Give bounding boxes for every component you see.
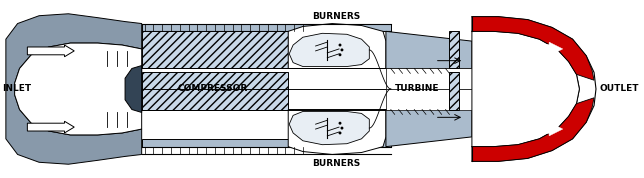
Circle shape <box>339 53 341 56</box>
Text: TURBINE: TURBINE <box>395 85 439 93</box>
Text: BURNERS: BURNERS <box>312 159 360 168</box>
Polygon shape <box>6 14 142 164</box>
Circle shape <box>339 132 341 134</box>
Text: INLET: INLET <box>2 85 31 93</box>
Bar <box>142 139 391 147</box>
Polygon shape <box>386 69 472 89</box>
FancyArrow shape <box>508 122 563 136</box>
Circle shape <box>339 122 341 125</box>
FancyArrow shape <box>27 121 74 133</box>
Polygon shape <box>289 109 386 155</box>
Polygon shape <box>125 66 142 112</box>
Bar <box>142 88 391 89</box>
Text: COMPRESSOR: COMPRESSOR <box>178 85 248 93</box>
Bar <box>450 31 459 69</box>
Polygon shape <box>386 31 472 69</box>
Polygon shape <box>472 98 594 161</box>
Circle shape <box>339 44 341 46</box>
Polygon shape <box>472 31 580 147</box>
Text: BURNERS: BURNERS <box>312 12 360 21</box>
Polygon shape <box>386 89 472 109</box>
FancyArrow shape <box>27 45 74 57</box>
Polygon shape <box>289 111 369 145</box>
Bar <box>142 31 289 69</box>
Bar <box>142 23 391 31</box>
Text: OUTLET: OUTLET <box>600 85 639 93</box>
Polygon shape <box>289 23 386 69</box>
Bar <box>142 72 289 109</box>
Polygon shape <box>472 17 594 80</box>
Bar <box>450 72 459 109</box>
FancyArrow shape <box>508 42 563 56</box>
Circle shape <box>341 48 343 51</box>
Polygon shape <box>15 43 142 135</box>
Circle shape <box>341 127 343 130</box>
Polygon shape <box>386 109 472 147</box>
Polygon shape <box>289 33 369 67</box>
